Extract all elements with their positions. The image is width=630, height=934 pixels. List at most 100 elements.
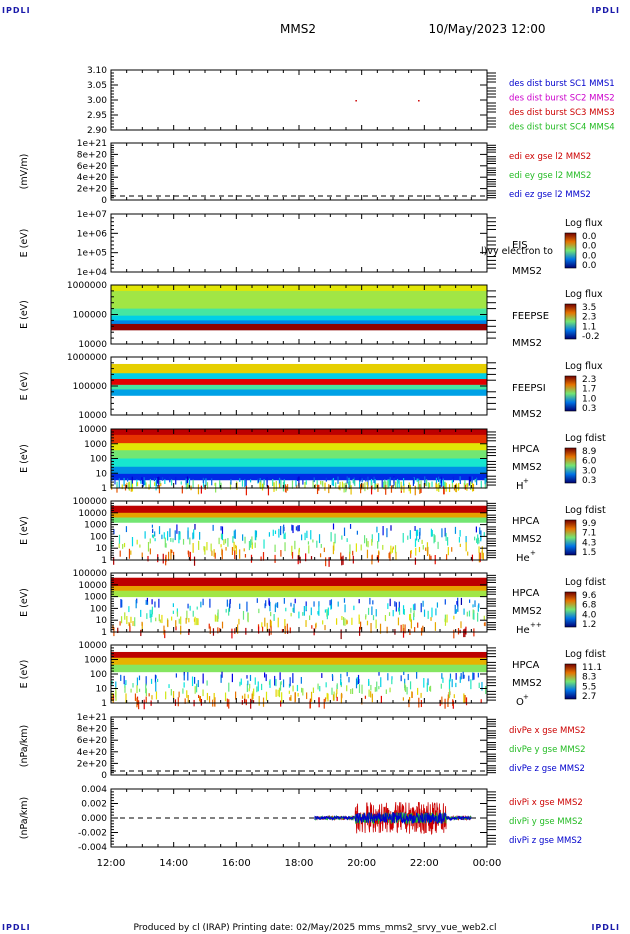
spectrogram-speckle (417, 529, 419, 536)
spectrogram-speckle (154, 482, 156, 486)
spectrogram-speckle (402, 697, 404, 701)
spectrogram-speckle (463, 629, 465, 638)
spectrogram-speckle (324, 482, 326, 487)
spectrogram-speckle (288, 690, 290, 694)
spectrogram-speckle (305, 605, 307, 611)
y-tick-label: 10 (96, 685, 108, 695)
spectrogram-speckle (366, 549, 369, 559)
spectrogram-speckle (228, 699, 230, 709)
y-tick-label: 100 (90, 455, 107, 465)
spectrogram-speckle (335, 618, 338, 625)
spectrogram-speckle (208, 623, 210, 629)
spectrogram-speckle (262, 552, 265, 561)
spectrogram-speckle (379, 623, 382, 634)
spectrogram-speckle (267, 485, 270, 496)
spectrogram-speckle (402, 624, 404, 631)
spectrogram-speckle (374, 478, 376, 485)
spectrogram-speckle (261, 622, 263, 628)
spectrogram-speckle (167, 619, 169, 628)
spectrogram-speckle (284, 532, 286, 540)
colorbar-tick-label: 9.6 (582, 591, 597, 601)
spectrogram-speckle (246, 675, 248, 679)
spectrogram-speckle (484, 480, 486, 489)
colorbar-title: Log flux (565, 361, 603, 372)
spectrogram-speckle (148, 693, 150, 697)
spectrogram-speckle (202, 598, 204, 606)
spectrogram-speckle (361, 684, 363, 694)
spectrogram-speckle (200, 601, 202, 608)
spectrogram-speckle (278, 687, 281, 698)
spectrogram-speckle (247, 612, 249, 623)
x-tick-label: 00:00 (473, 858, 502, 869)
spectrogram-speckle (270, 625, 272, 635)
spectrogram-speckle (381, 477, 383, 488)
y-tick-label: 3.05 (87, 81, 107, 91)
spectrogram-speckle (128, 482, 130, 490)
spectrogram-speckle (389, 598, 391, 607)
spectrogram-speckle (169, 528, 171, 537)
spectrogram-speckle (358, 614, 360, 619)
spectrogram-speckle (187, 672, 189, 681)
spectrogram-speckle (336, 696, 338, 702)
spacecraft-label: MMS2 (512, 409, 542, 420)
spectrogram-speckle (245, 699, 247, 706)
spectrogram-speckle (315, 623, 317, 629)
spectrogram-speckle (312, 539, 314, 543)
spectrogram-speckle (128, 481, 130, 491)
y-tick-label: -0.002 (78, 829, 107, 839)
spectrogram-speckle (391, 548, 394, 553)
spectrogram-speckle (283, 479, 286, 489)
spectrogram-speckle (328, 484, 330, 494)
spectrogram-speckle (429, 686, 431, 691)
spectrogram-speckle (198, 540, 200, 550)
spectrogram-speckle (438, 482, 440, 492)
spectrogram-speckle (145, 696, 147, 703)
spectrogram-speckle (370, 691, 372, 698)
spectrogram-speckle (385, 689, 387, 694)
spectrogram-speckle (156, 477, 159, 484)
colorbar-tick-label: -0.2 (582, 332, 600, 342)
spectrogram-speckle (194, 686, 196, 694)
spectrogram-speckle (232, 536, 234, 543)
spectrogram-speckle (248, 688, 250, 692)
spectrogram-speckle (250, 539, 252, 548)
spectrogram-speckle (212, 524, 214, 531)
y-tick-label: 0 (101, 771, 107, 781)
spectrogram-speckle (304, 482, 306, 489)
spectrogram-speckle (334, 533, 336, 544)
spectrogram-speckle (261, 483, 264, 491)
spectrogram-speckle (295, 526, 298, 531)
spectrogram-speckle (473, 613, 475, 620)
spectrogram-band (111, 323, 487, 331)
spectrogram-speckle (447, 537, 449, 546)
spectrogram-speckle (420, 603, 422, 613)
spectrogram-band (111, 320, 487, 325)
spectrogram-band (111, 458, 487, 468)
spectrogram-speckle (471, 476, 473, 484)
y-tick-label: 2.95 (87, 111, 107, 121)
spectrogram-speckle (467, 483, 469, 487)
spectrogram-speckle (346, 685, 348, 692)
spectrogram-speckle (463, 693, 465, 703)
spectrogram-speckle (466, 483, 468, 491)
spectrogram-speckle (125, 693, 127, 704)
spectrogram-speckle (316, 540, 318, 548)
spectrogram-speckle (138, 700, 140, 710)
spectrogram-speckle (243, 548, 245, 552)
spectrogram-speckle (138, 688, 141, 692)
spectrogram-speckle (337, 476, 339, 484)
spectrogram-speckle (392, 546, 394, 550)
spectrogram-speckle (413, 477, 415, 484)
spectrogram-speckle (422, 600, 424, 607)
spectrogram-speckle (409, 533, 412, 539)
spectrogram-speckle (369, 597, 371, 605)
spectrogram-speckle (346, 620, 348, 624)
spectrogram-speckle (455, 609, 457, 614)
y-tick-label: 1000000 (67, 281, 107, 291)
spectrogram-speckle (170, 689, 172, 696)
spectrogram-speckle (192, 479, 194, 488)
legend-entry: divPi x gse MMS2 (509, 798, 583, 808)
spectrogram-speckle (128, 622, 130, 626)
spectrogram-speckle (387, 673, 389, 681)
